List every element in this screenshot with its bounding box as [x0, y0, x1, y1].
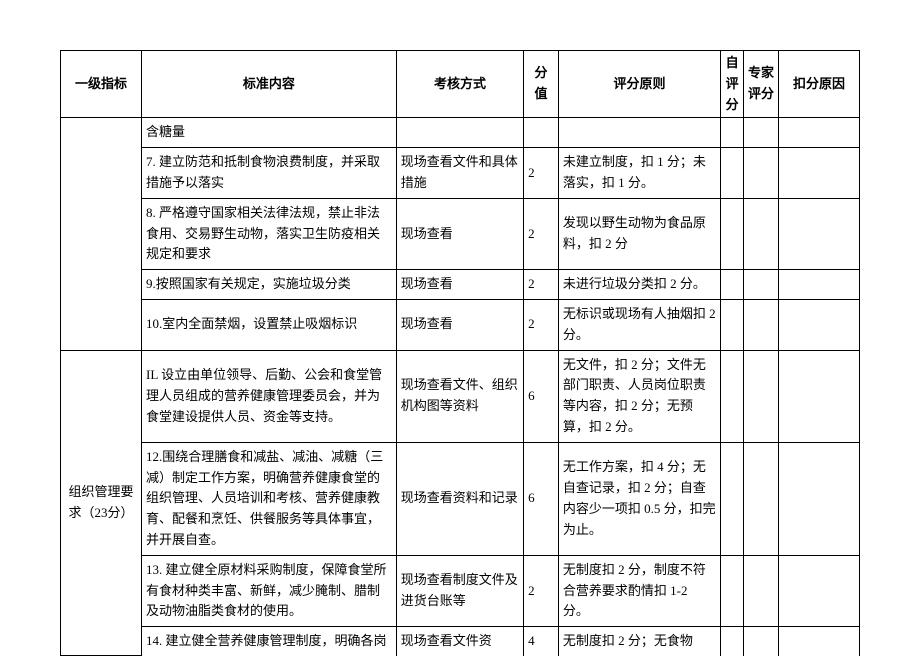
table-row: 9.按照国家有关规定，实施垃圾分类 现场查看 2 未进行垃圾分类扣 2 分。	[61, 270, 860, 300]
rule-cell: 无文件，扣 2 分；文件无部门职责、人员岗位职责等内容，扣 2 分；无预算，扣 …	[558, 350, 720, 442]
table-row: 8. 严格遵守国家相关法律法规，禁止非法食用、交易野生动物，落实卫生防疫相关规定…	[61, 198, 860, 269]
self-cell	[721, 555, 744, 626]
score-cell: 2	[524, 555, 559, 626]
rule-cell: 无制度扣 2 分，制度不符合营养要求酌情扣 1-2 分。	[558, 555, 720, 626]
method-cell: 现场查看文件资	[396, 627, 523, 656]
header-reason: 扣分原因	[778, 51, 859, 118]
header-method: 考核方式	[396, 51, 523, 118]
table-row: 10.室内全面禁烟，设置禁止吸烟标识 现场查看 2 无标识或现场有人抽烟扣 2 …	[61, 299, 860, 350]
content-cell: IL 设立由单位领导、后勤、公会和食堂管理人员组成的营养健康管理委员会，并为食堂…	[142, 350, 397, 442]
self-cell	[721, 198, 744, 269]
score-cell: 2	[524, 148, 559, 199]
score-cell	[524, 118, 559, 148]
method-cell: 现场查看文件、组织机构图等资料	[396, 350, 523, 442]
rule-cell: 未建立制度，扣 1 分；未落实，扣 1 分。	[558, 148, 720, 199]
self-cell	[721, 627, 744, 656]
score-cell: 6	[524, 442, 559, 555]
reason-cell	[778, 555, 859, 626]
expert-cell	[744, 299, 779, 350]
score-cell: 6	[524, 350, 559, 442]
method-cell: 现场查看制度文件及进货台账等	[396, 555, 523, 626]
self-cell	[721, 270, 744, 300]
reason-cell	[778, 442, 859, 555]
score-cell: 2	[524, 270, 559, 300]
table-row: 组织管理要求（23分） IL 设立由单位领导、后勤、公会和食堂管理人员组成的营养…	[61, 350, 860, 442]
method-cell	[396, 118, 523, 148]
content-cell: 13. 建立健全原材料采购制度，保障食堂所有食材种类丰富、新鲜，减少腌制、腊制及…	[142, 555, 397, 626]
header-level1: 一级指标	[61, 51, 142, 118]
header-self: 自评分	[721, 51, 744, 118]
table-row: 7. 建立防范和抵制食物浪费制度，并采取措施予以落实 现场查看文件和具体措施 2…	[61, 148, 860, 199]
evaluation-table: 一级指标 标准内容 考核方式 分值 评分原则 自评分 专家评分 扣分原因 含糖量	[60, 50, 860, 656]
header-content: 标准内容	[142, 51, 397, 118]
rule-cell: 无工作方案，扣 4 分；无自查记录，扣 2 分；自查内容少一项扣 0.5 分，扣…	[558, 442, 720, 555]
expert-cell	[744, 118, 779, 148]
table-row: 12.围绕合理膳食和减盐、减油、减糖（三减）制定工作方案，明确营养健康食堂的组织…	[61, 442, 860, 555]
rule-cell: 无标识或现场有人抽烟扣 2 分。	[558, 299, 720, 350]
expert-cell	[744, 627, 779, 656]
self-cell	[721, 299, 744, 350]
content-cell: 12.围绕合理膳食和减盐、减油、减糖（三减）制定工作方案，明确营养健康食堂的组织…	[142, 442, 397, 555]
content-cell: 8. 严格遵守国家相关法律法规，禁止非法食用、交易野生动物，落实卫生防疫相关规定…	[142, 198, 397, 269]
method-cell: 现场查看	[396, 299, 523, 350]
reason-cell	[778, 627, 859, 656]
reason-cell	[778, 198, 859, 269]
expert-cell	[744, 350, 779, 442]
reason-cell	[778, 299, 859, 350]
reason-cell	[778, 148, 859, 199]
content-cell: 14. 建立健全营养健康管理制度，明确各岗	[142, 627, 397, 656]
expert-cell	[744, 270, 779, 300]
self-cell	[721, 118, 744, 148]
table-header-row: 一级指标 标准内容 考核方式 分值 评分原则 自评分 专家评分 扣分原因	[61, 51, 860, 118]
table-row: 含糖量	[61, 118, 860, 148]
score-cell: 2	[524, 198, 559, 269]
method-cell: 现场查看文件和具体措施	[396, 148, 523, 199]
self-cell	[721, 442, 744, 555]
level1-cell-org: 组织管理要求（23分）	[61, 350, 142, 656]
expert-cell	[744, 442, 779, 555]
reason-cell	[778, 118, 859, 148]
rule-cell: 未进行垃圾分类扣 2 分。	[558, 270, 720, 300]
method-cell: 现场查看	[396, 270, 523, 300]
rule-cell: 无制度扣 2 分；无食物	[558, 627, 720, 656]
reason-cell	[778, 350, 859, 442]
level1-cell-empty	[61, 118, 142, 350]
rule-cell	[558, 118, 720, 148]
content-cell: 7. 建立防范和抵制食物浪费制度，并采取措施予以落实	[142, 148, 397, 199]
self-cell	[721, 148, 744, 199]
method-cell: 现场查看	[396, 198, 523, 269]
header-score: 分值	[524, 51, 559, 118]
table-row: 13. 建立健全原材料采购制度，保障食堂所有食材种类丰富、新鲜，减少腌制、腊制及…	[61, 555, 860, 626]
content-cell: 9.按照国家有关规定，实施垃圾分类	[142, 270, 397, 300]
rule-cell: 发现以野生动物为食品原料，扣 2 分	[558, 198, 720, 269]
score-cell: 4	[524, 627, 559, 656]
header-expert: 专家评分	[744, 51, 779, 118]
header-rule: 评分原则	[558, 51, 720, 118]
content-cell: 含糖量	[142, 118, 397, 148]
expert-cell	[744, 198, 779, 269]
score-cell: 2	[524, 299, 559, 350]
expert-cell	[744, 555, 779, 626]
reason-cell	[778, 270, 859, 300]
table-row: 14. 建立健全营养健康管理制度，明确各岗 现场查看文件资 4 无制度扣 2 分…	[61, 627, 860, 656]
method-cell: 现场查看资料和记录	[396, 442, 523, 555]
expert-cell	[744, 148, 779, 199]
content-cell: 10.室内全面禁烟，设置禁止吸烟标识	[142, 299, 397, 350]
self-cell	[721, 350, 744, 442]
